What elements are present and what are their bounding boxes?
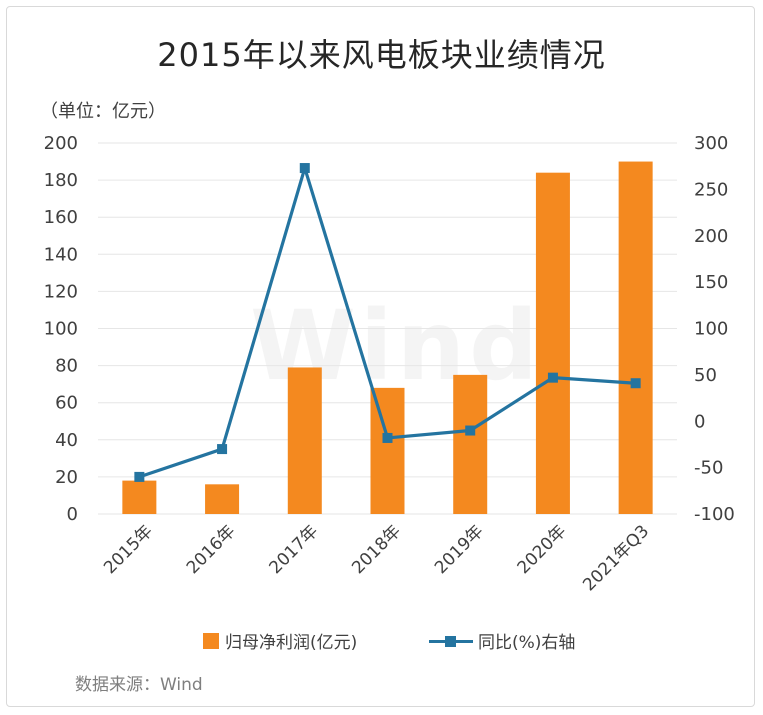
y-tick-left: 80 xyxy=(55,356,78,377)
bar xyxy=(122,480,157,514)
x-tick-label: 2015年 xyxy=(100,521,157,578)
x-tick-label: 2017年 xyxy=(266,521,323,578)
y-tick-right: 250 xyxy=(694,179,728,200)
x-tick-label: 2016年 xyxy=(183,521,240,578)
bar xyxy=(535,172,570,514)
y-tick-right: -50 xyxy=(694,458,723,479)
x-tick-label: 2019年 xyxy=(431,521,488,578)
source-note: 数据来源：Wind xyxy=(75,675,203,695)
y-tick-right: 50 xyxy=(694,365,717,386)
line-point xyxy=(382,432,393,443)
y-tick-left: 20 xyxy=(55,467,78,488)
unit-label: （单位：亿元） xyxy=(40,101,166,122)
y-tick-left: 40 xyxy=(55,430,78,451)
legend-bar-swatch xyxy=(203,633,219,649)
y-tick-left: 120 xyxy=(44,281,78,302)
x-tick-label: 2020年 xyxy=(514,521,571,578)
bar xyxy=(205,484,240,514)
y-tick-left: 60 xyxy=(55,393,78,414)
y-tick-right: -100 xyxy=(694,504,735,525)
line-point xyxy=(217,444,228,455)
x-tick-label: 2018年 xyxy=(348,521,405,578)
y-tick-right: 150 xyxy=(694,272,728,293)
y-tick-left: 160 xyxy=(44,207,78,228)
y-tick-right: 200 xyxy=(694,226,728,247)
y-tick-left: 100 xyxy=(44,319,78,340)
bar xyxy=(370,387,405,514)
chart-title: 2015年以来风电板块业绩情况 xyxy=(157,36,606,74)
line-point xyxy=(134,471,145,482)
y-tick-left: 200 xyxy=(44,133,78,154)
line-point xyxy=(465,425,476,436)
legend-line-label: 同比(%)右轴 xyxy=(478,633,576,653)
line-point xyxy=(299,163,310,174)
legend-bar-label: 归母净利润(亿元) xyxy=(225,633,358,653)
bar xyxy=(287,367,322,514)
bar xyxy=(453,374,488,514)
y-tick-left: 140 xyxy=(44,244,78,265)
line-point xyxy=(630,378,641,389)
bar xyxy=(618,161,653,515)
y-tick-right: 0 xyxy=(694,411,705,432)
legend-line-marker xyxy=(445,636,456,647)
y-tick-right: 300 xyxy=(694,133,728,154)
y-tick-left: 180 xyxy=(44,170,78,191)
y-tick-left: 0 xyxy=(67,504,78,525)
line-point xyxy=(547,372,558,383)
y-tick-right: 100 xyxy=(694,319,728,340)
x-tick-label: 2021年Q3 xyxy=(579,521,653,595)
